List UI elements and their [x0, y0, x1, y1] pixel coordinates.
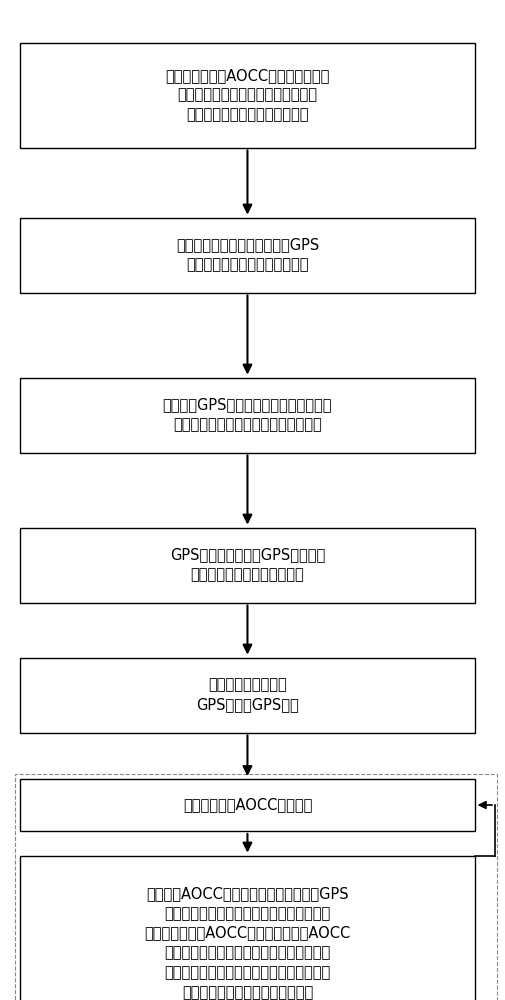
Text: 设置星务中心计算机
GPS授时和GPS校时: 设置星务中心计算机 GPS授时和GPS校时 [196, 678, 299, 712]
Bar [20, 218, 475, 292]
Bar [20, 528, 475, 602]
Text: 设置地面GPS动态仿真器轨道仿真开始时
刻、设置卫星星箭分离开关为分离状态: 设置地面GPS动态仿真器轨道仿真开始时 刻、设置卫星星箭分离开关为分离状态 [163, 398, 332, 432]
Text: GPS接收机正确接收GPS动态仿真
器输出的轨道参数并正常定位: GPS接收机正确接收GPS动态仿真 器输出的轨道参数并正常定位 [170, 548, 325, 582]
Bar [20, 42, 475, 147]
Text: 控制系统AOCC根据秒脉冲校时标志，以GPS
秒脉冲信号以及对应的整秒对时广播数据为
校时基准，进行AOCC时间校正，同时AOCC
通过星地串口转发整秒对时数据: 控制系统AOCC根据秒脉冲校时标志，以GPS 秒脉冲信号以及对应的整秒对时广播数… [144, 886, 350, 1000]
Bar [20, 377, 475, 452]
Text: 通过地面注入指令将控制系统GPS
秒脉冲校时标志设置为允许校时: 通过地面注入指令将控制系统GPS 秒脉冲校时标志设置为允许校时 [176, 238, 319, 272]
Bar [20, 856, 475, 1000]
Text: 向卫星控制系统AOCC运行的星载程序
和地面动力学仿真计算机运行的动力
学仿真程序注入测试用轨道参数: 向卫星控制系统AOCC运行的星载程序 和地面动力学仿真计算机运行的动力 学仿真程… [165, 68, 330, 122]
Bar [20, 779, 475, 831]
Text: 设置控制系统AOCC星务校时: 设置控制系统AOCC星务校时 [183, 798, 312, 812]
Bar [15, 774, 497, 1000]
Bar [20, 658, 475, 732]
